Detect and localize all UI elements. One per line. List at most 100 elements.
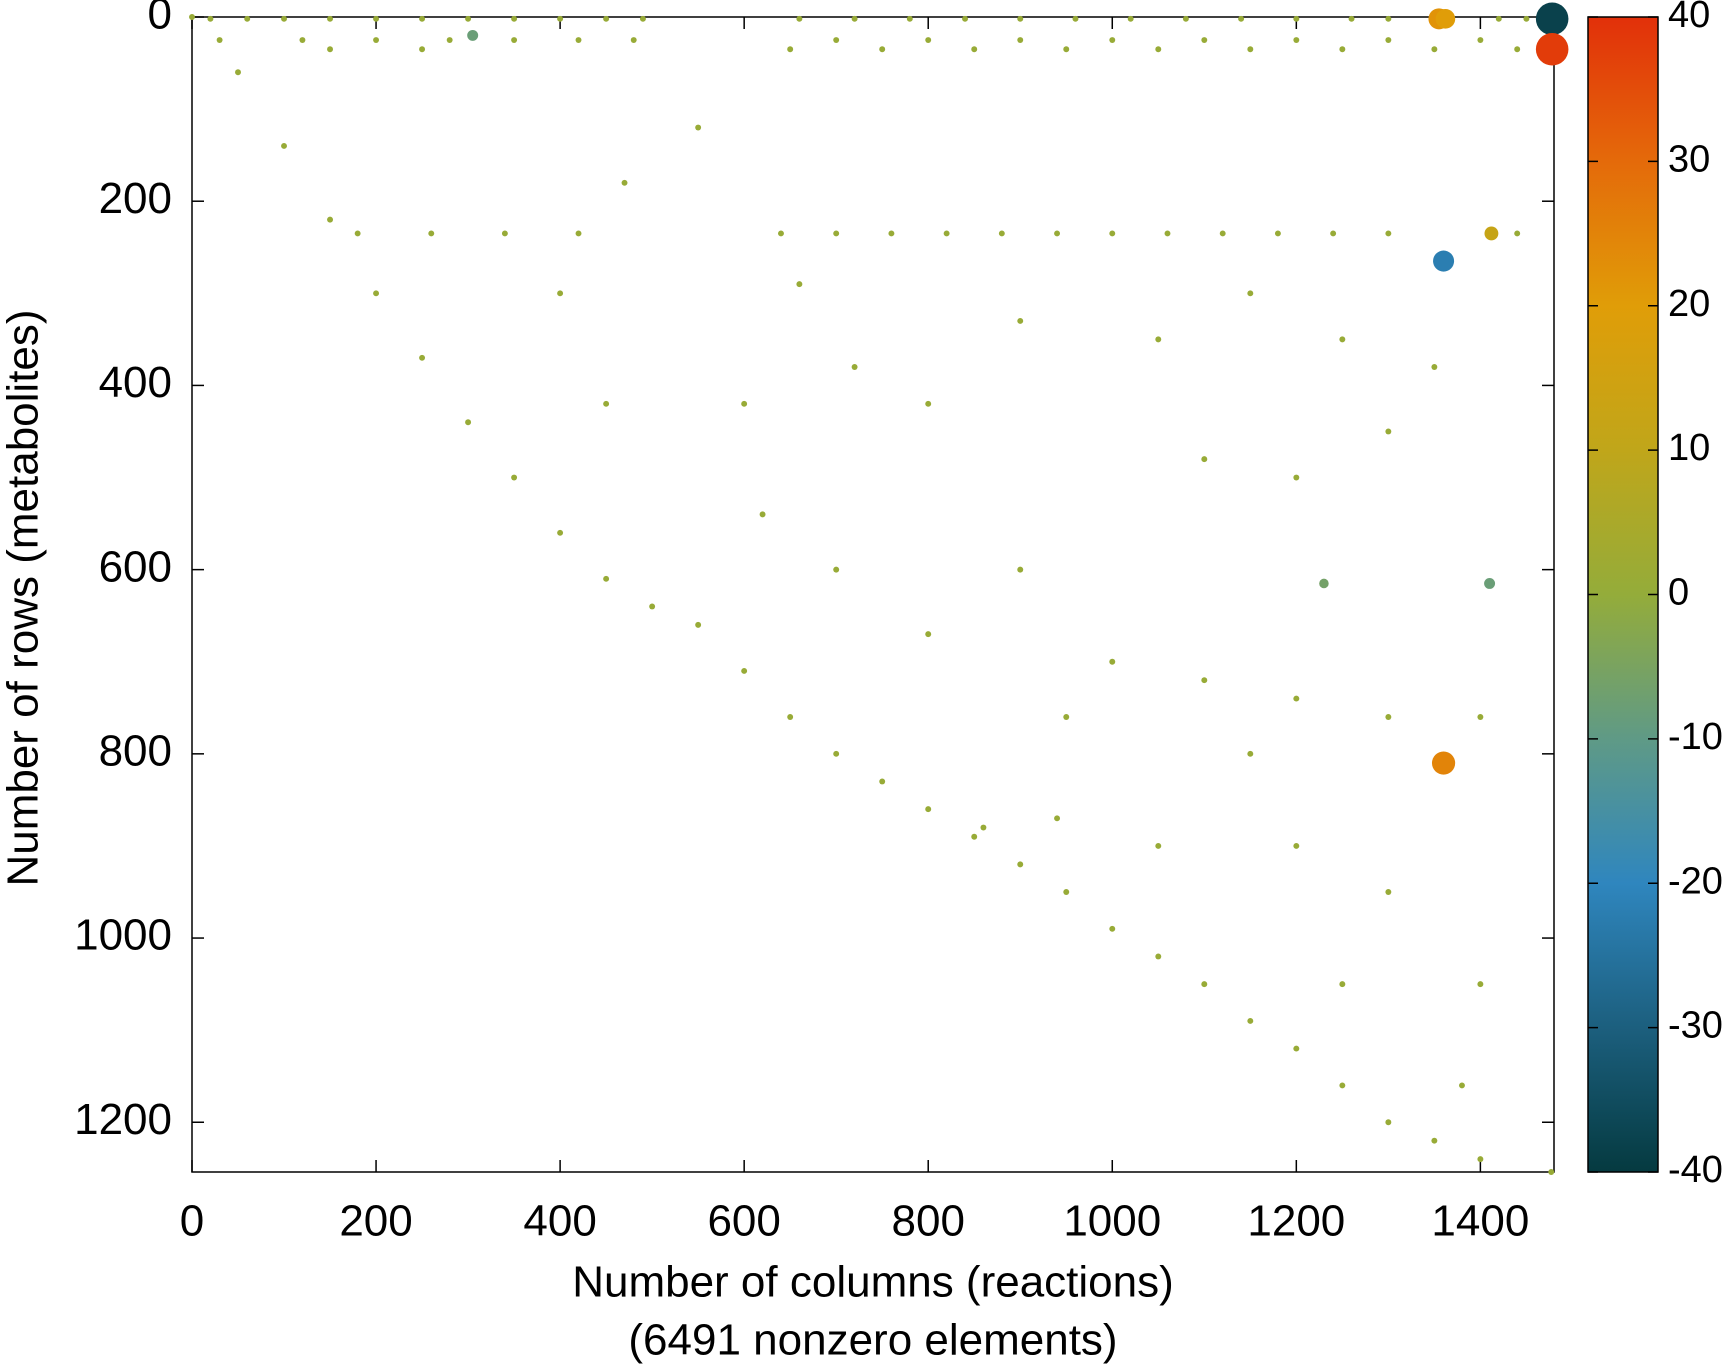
- nonzero-element: [1477, 37, 1484, 43]
- nonzero-element: [1477, 714, 1484, 720]
- nonzero-element: [1274, 230, 1281, 237]
- x-tick-label: 0: [180, 1197, 204, 1246]
- nonzero-element: [851, 15, 858, 22]
- nonzero-element: [1293, 37, 1300, 43]
- x-tick-label: 400: [523, 1197, 596, 1246]
- nonzero-element: [1063, 889, 1070, 895]
- nonzero-element: [281, 142, 287, 149]
- nonzero-element: [327, 46, 334, 53]
- nonzero-element: [1319, 578, 1329, 589]
- nonzero-element: [980, 824, 987, 831]
- nonzero-element: [787, 46, 794, 53]
- nonzero-element: [1339, 1082, 1346, 1089]
- nonzero-element: [943, 230, 950, 237]
- nonzero-element: [1063, 46, 1070, 53]
- nonzero-element: [1072, 15, 1079, 22]
- nonzero-element: [189, 14, 195, 20]
- x-tick-label: 600: [707, 1197, 780, 1246]
- nonzero-element: [428, 230, 435, 237]
- nonzero-element: [235, 69, 241, 76]
- nonzero-element: [695, 124, 702, 131]
- x-tick-label: 1000: [1063, 1197, 1161, 1246]
- nonzero-element: [1109, 925, 1116, 932]
- nonzero-element: [1201, 677, 1208, 684]
- y-tick-label: 200: [99, 174, 172, 223]
- nonzero-element: [1293, 842, 1300, 849]
- nonzero-element: [467, 29, 479, 41]
- nonzero-element: [971, 833, 978, 840]
- nonzero-element: [1109, 230, 1116, 237]
- nonzero-element: [1339, 46, 1346, 53]
- nonzero-element: [1164, 230, 1171, 237]
- nonzero-element: [888, 230, 895, 237]
- nonzero-element: [1385, 889, 1392, 895]
- nonzero-element: [925, 37, 932, 43]
- nonzero-element: [787, 714, 794, 720]
- nonzero-element: [373, 290, 380, 297]
- nonzero-element: [833, 37, 840, 43]
- nonzero-element: [419, 46, 426, 53]
- nonzero-element: [244, 15, 251, 22]
- nonzero-element: [1017, 566, 1024, 573]
- nonzero-element: [1293, 474, 1300, 481]
- colorbar-tick-label: -40: [1668, 1149, 1723, 1191]
- nonzero-element: [557, 15, 564, 22]
- nonzero-element: [603, 575, 610, 582]
- nonzero-element: [621, 179, 628, 186]
- nonzero-element: [216, 37, 223, 43]
- nonzero-element: [419, 15, 426, 22]
- nonzero-element: [1201, 981, 1208, 988]
- y-tick-label: 0: [148, 0, 172, 39]
- nonzero-element: [1459, 1082, 1465, 1089]
- nonzero-element: [1431, 46, 1438, 53]
- nonzero-element: [796, 15, 803, 22]
- nonzero-element: [501, 230, 508, 237]
- points: [189, 2, 1569, 1175]
- nonzero-element: [1431, 364, 1438, 370]
- nonzero-element: [1433, 250, 1455, 272]
- colorbar-tick-label: 10: [1668, 427, 1710, 469]
- nonzero-element: [879, 778, 886, 785]
- nonzero-element: [1247, 290, 1254, 297]
- y-tick-label: 800: [99, 726, 172, 775]
- nonzero-element: [1017, 15, 1024, 22]
- nonzero-element: [1017, 317, 1024, 324]
- nonzero-element: [1495, 15, 1502, 22]
- colorbar: [1587, 16, 1659, 1173]
- colorbar-tick-label: 40: [1668, 0, 1710, 36]
- x-axis-label: Number of columns (reactions): [572, 1258, 1174, 1307]
- nonzero-element: [1477, 981, 1484, 988]
- x-axis-sublabel: (6491 nonzero elements): [628, 1316, 1117, 1365]
- nonzero-element: [1182, 15, 1189, 22]
- nonzero-element: [1385, 714, 1392, 720]
- x-tick-label: 1200: [1247, 1197, 1345, 1246]
- nonzero-element: [1330, 230, 1337, 237]
- nonzero-element: [1017, 37, 1024, 43]
- nonzero-element: [373, 37, 380, 43]
- nonzero-element: [511, 15, 518, 22]
- nonzero-element: [1247, 1017, 1254, 1024]
- nonzero-element: [511, 474, 518, 481]
- nonzero-element: [1054, 230, 1061, 237]
- nonzero-element: [1063, 714, 1070, 720]
- nonzero-element: [962, 15, 968, 22]
- nonzero-element: [1431, 751, 1456, 775]
- nonzero-element: [299, 37, 306, 43]
- colorbar-tick-label: 0: [1668, 572, 1689, 614]
- nonzero-element: [1247, 46, 1254, 53]
- nonzero-element: [557, 529, 564, 536]
- nonzero-element: [354, 230, 361, 237]
- nonzero-element: [778, 230, 784, 237]
- nonzero-element: [833, 566, 840, 573]
- nonzero-element: [925, 806, 932, 813]
- nonzero-element: [906, 15, 913, 22]
- nonzero-element: [1155, 953, 1162, 960]
- nonzero-element: [759, 511, 766, 518]
- nonzero-element: [1477, 1156, 1484, 1163]
- nonzero-element: [971, 46, 978, 53]
- colorbar-tick-label: 20: [1668, 283, 1710, 325]
- nonzero-element: [1155, 46, 1162, 53]
- nonzero-element: [207, 15, 214, 22]
- nonzero-element: [1431, 1137, 1438, 1144]
- nonzero-element: [796, 281, 803, 288]
